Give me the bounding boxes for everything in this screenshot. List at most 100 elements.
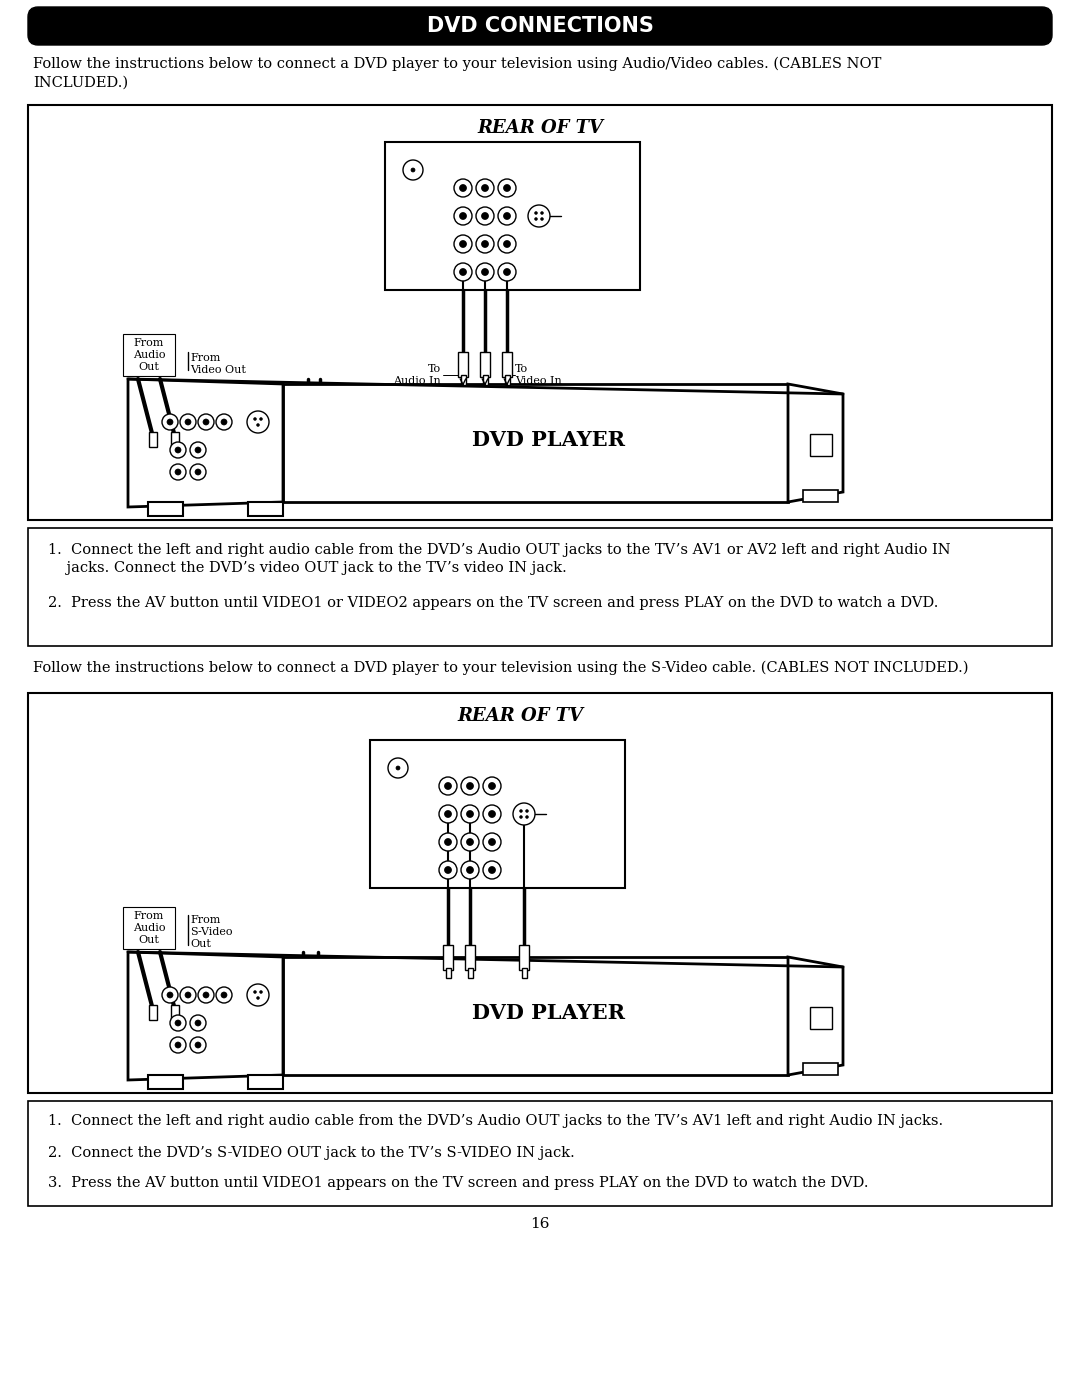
Circle shape [503, 240, 511, 247]
Circle shape [445, 866, 451, 873]
Text: DVD CONNECTIONS: DVD CONNECTIONS [427, 15, 653, 36]
Circle shape [185, 992, 191, 997]
Bar [810, 434, 832, 455]
Circle shape [198, 988, 214, 1003]
Bar [28, 528, 1052, 645]
Circle shape [175, 1042, 181, 1048]
Bar [248, 1076, 283, 1090]
Bar [465, 944, 475, 970]
Circle shape [221, 419, 227, 425]
Text: Follow the instructions below to connect a DVD player to your television using t: Follow the instructions below to connect… [33, 661, 969, 675]
Circle shape [513, 803, 535, 826]
Circle shape [190, 1037, 206, 1053]
Circle shape [454, 179, 472, 197]
Circle shape [503, 184, 511, 191]
Bar [502, 352, 512, 377]
Circle shape [185, 419, 191, 425]
Circle shape [476, 263, 494, 281]
Circle shape [483, 805, 501, 823]
Circle shape [467, 782, 473, 789]
Circle shape [175, 447, 181, 453]
Circle shape [195, 1042, 201, 1048]
Bar [504, 374, 510, 386]
Bar [28, 105, 1052, 520]
Text: Audio Cable: Audio Cable [308, 1003, 402, 1017]
Circle shape [488, 782, 496, 789]
Bar [149, 1004, 157, 1020]
Bar [446, 968, 450, 978]
Circle shape [162, 988, 178, 1003]
Bar [283, 957, 788, 1076]
Circle shape [461, 861, 480, 879]
Text: 16: 16 [530, 1217, 550, 1231]
Bar [468, 968, 473, 978]
Circle shape [467, 810, 473, 817]
Text: To
Video In: To Video In [515, 365, 562, 386]
Circle shape [540, 218, 543, 221]
Circle shape [459, 184, 467, 191]
Circle shape [396, 766, 400, 770]
Circle shape [498, 207, 516, 225]
Circle shape [454, 207, 472, 225]
Circle shape [180, 414, 195, 430]
Text: Video Cable: Video Cable [324, 430, 416, 444]
Polygon shape [129, 951, 283, 1080]
Circle shape [247, 983, 269, 1006]
Bar [248, 502, 283, 515]
Text: S-Video Cable: S-Video Cable [292, 1021, 399, 1035]
Circle shape [526, 809, 528, 813]
FancyBboxPatch shape [28, 7, 1052, 45]
Circle shape [175, 1020, 181, 1025]
Circle shape [170, 464, 186, 481]
Bar [483, 374, 487, 386]
Circle shape [216, 988, 232, 1003]
Text: From
Audio
Out: From Audio Out [133, 911, 165, 944]
Circle shape [167, 992, 173, 997]
Polygon shape [788, 384, 843, 502]
Text: REAR OF TV: REAR OF TV [457, 707, 583, 725]
Bar [443, 944, 453, 970]
Circle shape [195, 447, 201, 453]
Circle shape [483, 861, 501, 879]
Bar [370, 740, 625, 888]
Circle shape [257, 423, 259, 426]
Circle shape [498, 235, 516, 253]
Bar [804, 490, 838, 502]
Bar [148, 502, 183, 515]
Circle shape [180, 988, 195, 1003]
Circle shape [257, 996, 259, 999]
Circle shape [459, 268, 467, 275]
Text: 1.  Connect the left and right audio cable from the DVD’s Audio OUT jacks to the: 1. Connect the left and right audio cabl… [48, 1113, 943, 1127]
Text: To S-Video In: To S-Video In [534, 958, 608, 968]
Text: To
Audio In: To Audio In [393, 365, 441, 386]
Circle shape [388, 759, 408, 778]
Text: REAR OF TV: REAR OF TV [477, 119, 603, 137]
Circle shape [498, 179, 516, 197]
Circle shape [454, 235, 472, 253]
Circle shape [445, 810, 451, 817]
Circle shape [170, 1016, 186, 1031]
Circle shape [411, 168, 415, 172]
Circle shape [519, 809, 523, 813]
Circle shape [195, 469, 201, 475]
Text: DVD PLAYER: DVD PLAYER [472, 1003, 624, 1023]
Circle shape [195, 1020, 201, 1025]
Circle shape [445, 838, 451, 845]
Circle shape [461, 805, 480, 823]
Circle shape [438, 805, 457, 823]
Bar [522, 968, 527, 978]
Bar [148, 1076, 183, 1090]
Circle shape [254, 418, 257, 420]
Circle shape [482, 268, 488, 275]
Bar [171, 1004, 179, 1020]
Circle shape [259, 990, 262, 993]
Text: 1.  Connect the left and right audio cable from the DVD’s Audio OUT jacks to the: 1. Connect the left and right audio cabl… [48, 543, 950, 576]
Text: Audio Cable: Audio Cable [333, 414, 427, 427]
Circle shape [190, 441, 206, 458]
Bar [171, 432, 179, 447]
Bar [123, 334, 175, 376]
Circle shape [467, 838, 473, 845]
Circle shape [170, 1037, 186, 1053]
Circle shape [461, 777, 480, 795]
Bar [810, 1007, 832, 1030]
